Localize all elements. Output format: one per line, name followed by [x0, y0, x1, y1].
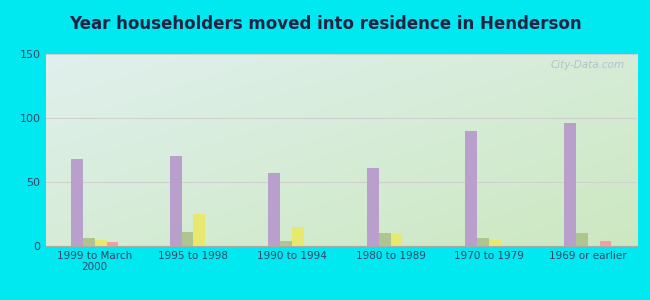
Bar: [391, 235, 402, 246]
Bar: [194, 214, 205, 246]
Bar: [292, 227, 304, 246]
Bar: [576, 233, 588, 246]
Bar: [599, 241, 612, 246]
Bar: [107, 242, 118, 246]
Bar: [95, 240, 107, 246]
Bar: [465, 131, 477, 246]
Bar: [367, 168, 379, 246]
Bar: [71, 159, 83, 246]
Bar: [280, 241, 292, 246]
Bar: [181, 232, 194, 246]
Bar: [268, 173, 280, 246]
Text: Year householders moved into residence in Henderson: Year householders moved into residence i…: [69, 15, 581, 33]
Bar: [489, 240, 501, 246]
Bar: [564, 123, 576, 246]
Bar: [170, 156, 181, 246]
Text: City-Data.com: City-Data.com: [551, 60, 625, 70]
Bar: [379, 233, 391, 246]
Bar: [477, 238, 489, 246]
Bar: [83, 238, 95, 246]
